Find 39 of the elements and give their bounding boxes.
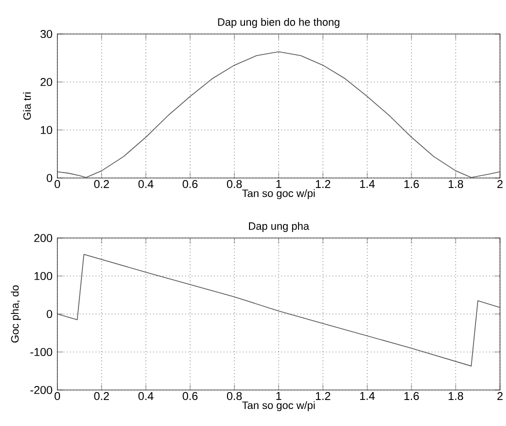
- x-tick-label: 1: [276, 180, 282, 188]
- x-tick-label: 1.4: [360, 392, 375, 400]
- x-axis-title: Tan so goc w/pi: [242, 189, 315, 200]
- x-tick-label: 1.8: [448, 392, 464, 400]
- y-tick-label: -200: [30, 386, 52, 394]
- y-tick-label: 30: [40, 30, 52, 38]
- x-tick-label: 0.4: [138, 180, 154, 188]
- x-axis-title: Tan so goc w/pi: [242, 401, 315, 412]
- x-tick-label: 0.8: [226, 180, 242, 188]
- x-tick-label: 1.2: [316, 180, 330, 188]
- x-tick-label: 0.2: [94, 392, 109, 400]
- x-tick-label: 0.4: [138, 392, 154, 400]
- y-tick-label: -100: [30, 348, 52, 356]
- x-tick-label: 0.6: [182, 180, 198, 188]
- x-tick-label: 0.6: [182, 392, 198, 400]
- x-tick-label: 2: [497, 180, 503, 188]
- x-tick-label: 0: [54, 392, 60, 400]
- x-tick-label: 0: [54, 180, 60, 188]
- y-tick-label: 10: [40, 126, 52, 134]
- chart-title: Dap ung bien do he thong: [218, 18, 340, 28]
- line-series: [57, 51, 500, 178]
- x-tick-label: 1.6: [404, 392, 419, 400]
- x-tick-label: 2: [497, 392, 503, 400]
- line-series: [57, 254, 500, 366]
- x-tick-label: 0.2: [94, 180, 109, 188]
- chart-title: Dap ung pha: [249, 222, 310, 232]
- x-tick-label: 1.2: [316, 392, 330, 400]
- y-tick-label: 20: [40, 78, 52, 86]
- y-tick-label: 100: [34, 272, 52, 280]
- x-tick-label: 0.8: [226, 392, 242, 400]
- x-tick-label: 1.6: [404, 180, 419, 188]
- y-axis-title: Gia tri: [23, 92, 31, 120]
- y-axis-title: Goc pha, do: [10, 285, 21, 343]
- x-tick-label: 1.8: [448, 180, 464, 188]
- x-tick-label: 1: [276, 392, 282, 400]
- x-tick-label: 1.4: [360, 180, 375, 188]
- y-tick-label: 0: [46, 310, 52, 318]
- y-tick-label: 200: [34, 234, 52, 242]
- y-tick-label: 0: [46, 174, 52, 182]
